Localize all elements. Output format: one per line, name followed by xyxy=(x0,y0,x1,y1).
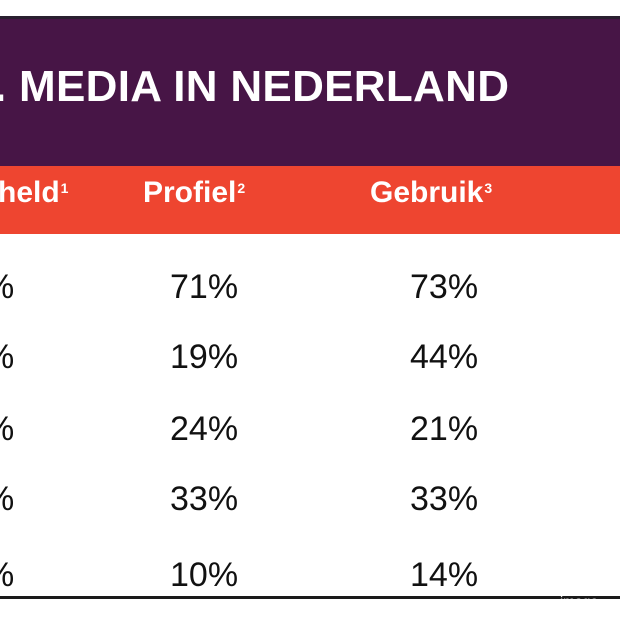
cell-profiel: 33% xyxy=(170,480,239,518)
table-header xyxy=(0,166,620,234)
cell-bekendheid: % xyxy=(0,338,14,377)
cell-profiel: 10% xyxy=(170,556,239,594)
cell-gebruik: 33% xyxy=(410,480,479,518)
cell-bekendheid: % xyxy=(0,480,14,519)
footnote-marker: 3 xyxy=(484,180,493,196)
cell-profiel: 19% xyxy=(170,338,239,376)
column-header-label: held xyxy=(0,176,60,209)
page-title: . MEDIA IN NEDERLAND xyxy=(0,62,510,111)
table-row: % 24% 21% xyxy=(0,410,620,470)
cell-gebruik: 44% xyxy=(410,338,479,376)
column-header-bekendheid: held1 xyxy=(0,176,68,210)
column-header-profiel: Profiel2 xyxy=(143,176,245,210)
cell-bekendheid: % xyxy=(0,410,14,449)
column-header-gebruik: Gebruik3 xyxy=(370,176,492,210)
cell-gebruik: 73% xyxy=(410,268,479,306)
cell-profiel: 71% xyxy=(170,268,239,306)
table-row: % 71% 73% xyxy=(0,268,620,328)
table-row: % 19% 44% xyxy=(0,338,620,398)
cell-profiel: 24% xyxy=(170,410,239,448)
table-row: % 33% 33% xyxy=(0,480,620,540)
title-band xyxy=(0,19,620,166)
cell-gebruik: 14% xyxy=(410,556,479,594)
bottom-divider xyxy=(0,596,620,599)
cell-gebruik: 21% xyxy=(410,410,479,448)
cell-bekendheid: % xyxy=(0,268,14,307)
top-divider xyxy=(0,16,620,19)
footnote-marker: 2 xyxy=(237,180,246,196)
table-row: % 10% 14% xyxy=(0,556,620,616)
column-header-label: Gebruik xyxy=(370,176,484,209)
column-header-label: Profiel xyxy=(143,176,237,209)
footnote-marker: 1 xyxy=(60,180,69,196)
cell-bekendheid: % xyxy=(0,556,14,595)
watermark: image xyxy=(560,593,599,609)
